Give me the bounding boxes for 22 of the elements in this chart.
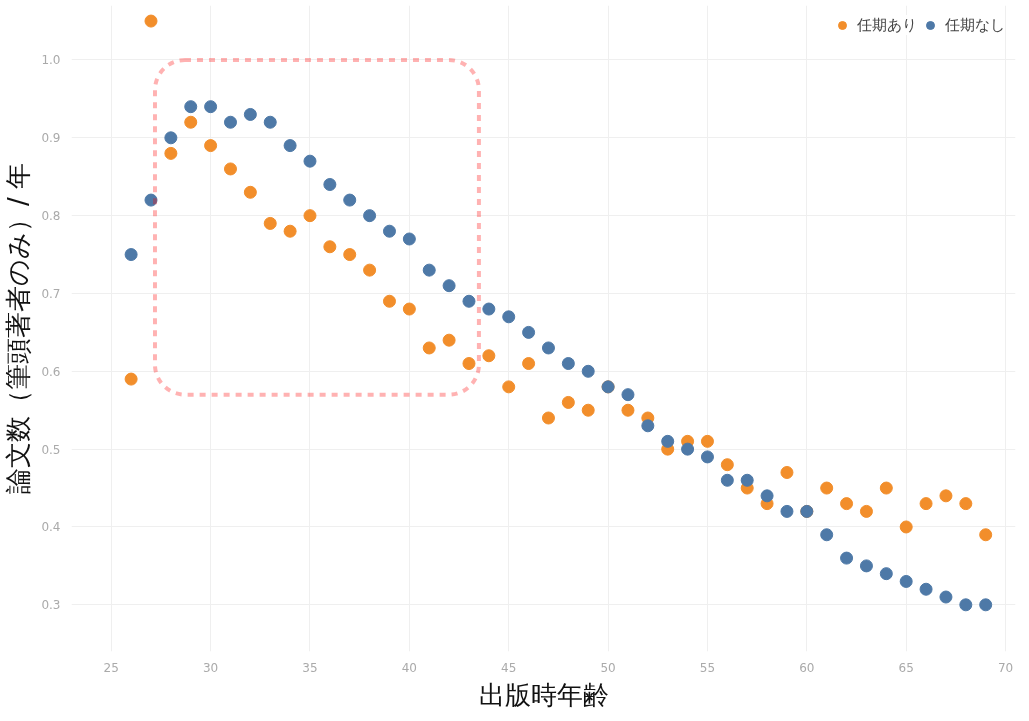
legend-label: 任期なし xyxy=(945,15,1005,35)
y-axis-title: 論文数（筆頭著者のみ）/ 年 xyxy=(3,162,34,495)
x-tick-label: 55 xyxy=(699,660,716,675)
x-axis-title: 出版時年齢 xyxy=(478,679,609,710)
x-tick-label: 40 xyxy=(401,660,417,675)
x-tick-label: 30 xyxy=(202,660,219,675)
x-tick-label: 50 xyxy=(600,660,616,675)
y-tick-label: 0.7 xyxy=(41,286,61,301)
y-tick-label: 0.6 xyxy=(41,364,61,379)
x-tick-label: 35 xyxy=(302,660,318,675)
y-tick-label: 0.5 xyxy=(41,442,61,457)
legend-label: 任期あり xyxy=(857,15,917,35)
x-tick-label: 45 xyxy=(501,660,517,675)
x-tick-label: 60 xyxy=(799,660,815,675)
y-tick-label: 1.0 xyxy=(41,53,61,68)
x-tick-label: 70 xyxy=(997,660,1014,675)
x-tick-label: 65 xyxy=(898,660,914,675)
y-tick-label: 0.8 xyxy=(41,209,61,224)
y-tick-label: 0.3 xyxy=(41,598,61,613)
y-tick-label: 0.9 xyxy=(41,131,61,146)
y-tick-label: 0.4 xyxy=(41,520,61,535)
x-tick-label: 25 xyxy=(103,660,119,675)
